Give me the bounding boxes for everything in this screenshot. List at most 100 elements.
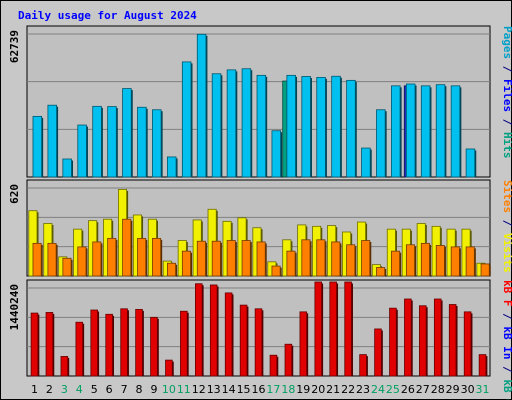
x-tick-label: 20 [311, 383, 325, 396]
bar-pages-day-4 [77, 124, 87, 178]
x-tick-label: 1 [31, 383, 38, 396]
x-tick-label: 30 [461, 383, 475, 396]
y-max-label: 1440240 [8, 284, 21, 330]
bar-pages-day-22 [346, 79, 356, 178]
bar-sites-day-7 [122, 218, 132, 277]
bar-sites-day-14 [226, 240, 236, 277]
bar-sites-day-4 [77, 246, 87, 277]
panel-visits_sites: 620 Sites / Visits [8, 179, 512, 277]
bar-pages-day-12 [196, 33, 207, 178]
bar-sites-day-16 [256, 241, 266, 277]
bar-kbf-day-30 [463, 311, 472, 377]
bar-kbf-day-18 [284, 343, 293, 377]
bar-kbf-day-21 [329, 281, 337, 377]
bar-pages-day-13 [211, 73, 222, 178]
bar-kbf-day-2 [45, 312, 54, 377]
bar-sites-day-6 [107, 237, 117, 277]
bar-pages-day-28 [435, 84, 446, 178]
bar-sites-day-1 [32, 242, 42, 277]
bar-kbf-day-29 [448, 304, 457, 377]
x-tick-label: 6 [106, 383, 113, 396]
bar-pages-day-27 [420, 85, 431, 178]
legend-entry: kB F [501, 280, 512, 307]
bar-pages-day-9 [152, 109, 162, 178]
x-tick-label: 29 [446, 383, 460, 396]
bar-kbf-day-24 [374, 328, 382, 377]
x-tick-label: 25 [386, 383, 400, 396]
legend-entry: / [501, 360, 512, 380]
bar-pages-day-10 [166, 156, 177, 178]
bar-sites-day-15 [241, 240, 251, 277]
chart-title: Daily usage for August 2024 [18, 9, 197, 22]
x-tick-label: 28 [431, 383, 445, 396]
x-tick-label: 18 [281, 383, 295, 396]
bar-sites-day-28 [435, 245, 445, 277]
bar-pages-day-15 [241, 68, 252, 178]
bar-pages-day-7 [122, 88, 132, 178]
x-tick-label: 15 [237, 383, 251, 396]
bar-pages-day-18 [286, 74, 296, 178]
bar-kbf-day-8 [135, 308, 143, 377]
bar-kbf-day-27 [419, 305, 427, 377]
x-tick-label: 26 [401, 383, 415, 396]
bar-sites-day-2 [47, 242, 57, 277]
x-tick-label: 10 [162, 383, 176, 396]
legend-entry: / [501, 112, 512, 132]
bar-kbf-day-6 [105, 313, 113, 377]
bar-pages-day-23 [361, 147, 371, 178]
legend-entry: kB In [501, 326, 512, 359]
x-tick-label: 11 [177, 383, 191, 396]
x-tick-label: 3 [61, 383, 68, 396]
bar-pages-day-14 [226, 69, 237, 178]
bar-pages-day-29 [450, 85, 461, 178]
legend-hits_files_pages: Pages / Files / Hits [501, 26, 512, 159]
legend-entry: Sites [501, 180, 512, 213]
bar-kbf-day-20 [314, 281, 323, 377]
legend-entry: Files [501, 79, 512, 112]
panel-hits_files_pages: 62739 Pages / Files / Hits [8, 25, 512, 178]
bar-kbf-day-15 [239, 304, 248, 377]
bar-sites-day-20 [316, 239, 326, 277]
legend-entry: Hits [501, 132, 512, 159]
bar-kbf-day-13 [209, 284, 218, 377]
x-tick-label: 12 [192, 383, 206, 396]
bar-sites-day-23 [361, 240, 371, 277]
bar-pages-day-20 [316, 76, 326, 178]
bar-sites-day-17 [271, 265, 281, 277]
legend-visits_sites: Sites / Visits [501, 180, 512, 273]
x-tick-label: 13 [207, 383, 221, 396]
x-tick-label: 21 [326, 383, 340, 396]
bar-kbf-day-3 [60, 356, 69, 377]
bar-kbf-day-10 [165, 359, 173, 377]
bar-kbf-day-17 [269, 354, 278, 377]
legend-entry: / [501, 213, 512, 233]
bar-kbf-day-7 [120, 308, 128, 377]
bar-pages-day-5 [92, 105, 102, 178]
bar-sites-day-9 [152, 237, 162, 277]
x-tick-label: 17 [266, 383, 280, 396]
bar-sites-day-12 [196, 240, 206, 277]
bar-pages-day-21 [331, 75, 341, 178]
x-tick-label: 23 [356, 383, 370, 396]
bar-kbf-day-26 [404, 298, 412, 377]
bar-sites-day-18 [286, 250, 296, 277]
bar-pages-day-16 [256, 74, 267, 178]
bar-sites-day-11 [181, 250, 191, 277]
bar-sites-day-8 [137, 237, 147, 277]
bar-kbf-day-22 [344, 281, 352, 377]
bar-pages-day-3 [62, 158, 72, 178]
legend-entry: kB Out [501, 379, 512, 400]
legend-entry: Visits [501, 233, 512, 273]
bar-sites-day-29 [450, 246, 460, 277]
bar-sites-day-3 [62, 257, 72, 277]
bar-kbf-day-19 [299, 311, 308, 377]
legend-entry: Pages [501, 26, 512, 59]
bar-sites-day-31 [480, 263, 490, 277]
bar-pages-day-2 [47, 104, 57, 178]
x-tick-label: 31 [476, 383, 490, 396]
bar-sites-day-30 [465, 246, 475, 277]
bar-pages-day-19 [301, 76, 311, 178]
